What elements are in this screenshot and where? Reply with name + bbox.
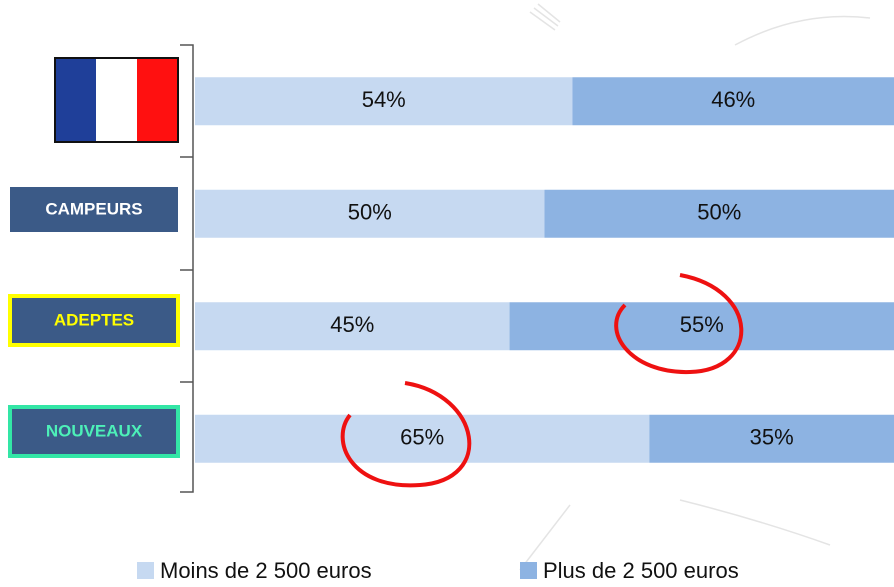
- value-label: 35%: [750, 425, 794, 450]
- bar-segment: [195, 77, 573, 126]
- bar-segment: [649, 414, 894, 463]
- flag: [54, 57, 179, 143]
- bar-segment: [544, 189, 894, 238]
- category-axis: [180, 44, 194, 493]
- background-decoration: [519, 3, 871, 571]
- value-label: 50%: [348, 200, 392, 225]
- category-box: [8, 294, 180, 347]
- value-label: 55%: [680, 312, 724, 337]
- legend-label: Plus de 2 500 euros: [543, 558, 739, 583]
- category-label: NOUVEAUX: [46, 421, 143, 440]
- value-label: 45%: [330, 312, 374, 337]
- bar-segment: [572, 77, 894, 126]
- legend: Moins de 2 500 euros Plus de 2 500 euros: [137, 558, 739, 583]
- category-box: [10, 187, 178, 232]
- bar-segment: [195, 414, 650, 463]
- category-label: ADEPTES: [54, 310, 134, 329]
- bar-segment: [195, 302, 510, 351]
- bars: 54% 46% 50% 50% 45% 55% 65% 35%: [195, 77, 894, 463]
- bar-segment: [195, 189, 545, 238]
- legend-swatch: [137, 562, 154, 579]
- legend-label: Moins de 2 500 euros: [160, 558, 372, 583]
- category-label: CAMPEURS: [45, 199, 142, 218]
- value-label: 65%: [400, 425, 444, 450]
- legend-swatch: [520, 562, 537, 579]
- value-label: 54%: [362, 87, 406, 112]
- value-label: 46%: [711, 87, 755, 112]
- annotation-circles: [340, 273, 744, 488]
- bar-segment: [509, 302, 894, 351]
- value-label: 50%: [697, 200, 741, 225]
- category-box: [8, 405, 180, 458]
